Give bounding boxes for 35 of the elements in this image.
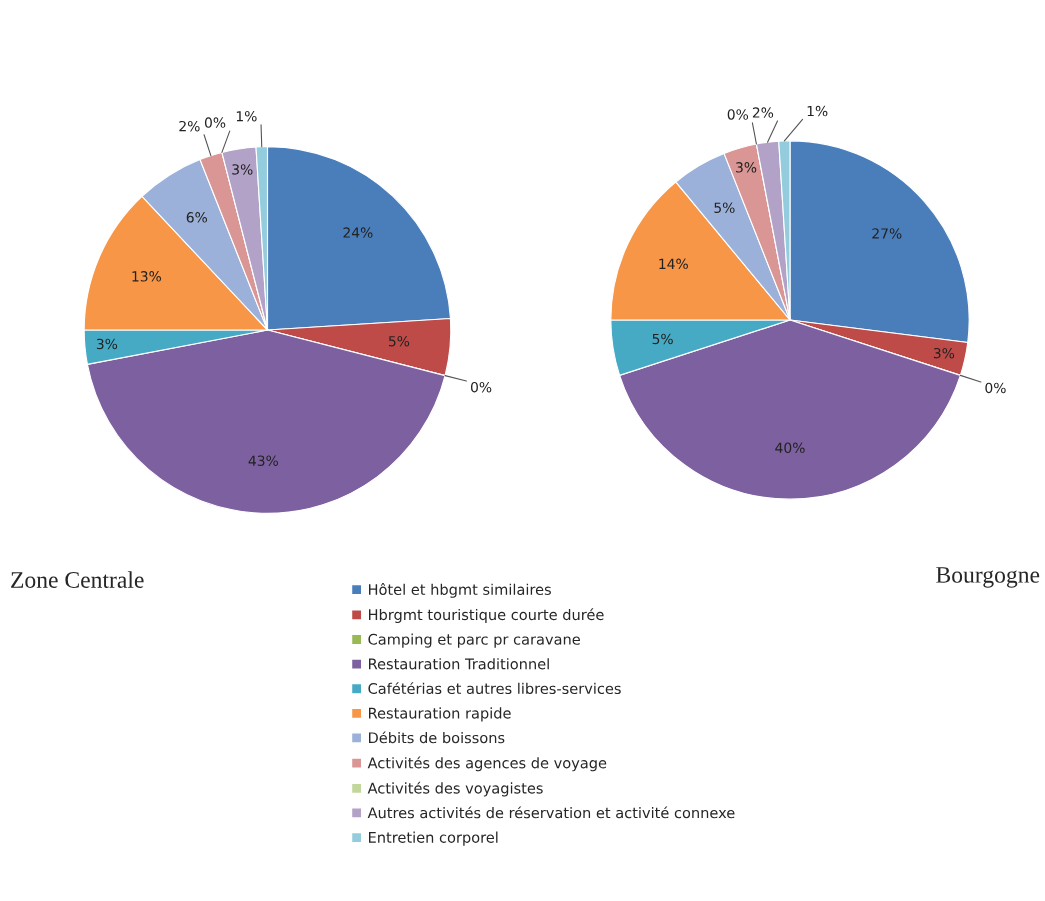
data-label: 2% xyxy=(752,107,774,118)
text: Bourgogne xyxy=(936,567,1040,588)
legend-label: Cafétérias et autres libres-services xyxy=(368,682,621,695)
text: 0% xyxy=(985,382,1006,394)
text: 0% xyxy=(727,109,749,120)
data-label: 3% xyxy=(736,162,757,173)
data-label: 24% xyxy=(343,227,373,238)
legend-label: Hôtel et hbgmt similaires xyxy=(369,583,551,598)
text: 0% xyxy=(204,117,226,128)
data-label: 5% xyxy=(714,202,735,213)
legend-label: Débits de boissons xyxy=(369,731,505,744)
data-label: 1% xyxy=(807,105,828,117)
data-label: 3% xyxy=(232,164,253,175)
text: Zone Centrale xyxy=(11,571,144,588)
data-label: 27% xyxy=(872,228,902,239)
legend-label: Hbrgmt touristique courte durée xyxy=(369,608,604,624)
data-label: 3% xyxy=(933,347,955,359)
text: 0% xyxy=(470,381,492,393)
data-label: 14% xyxy=(659,258,688,270)
data-label: 43% xyxy=(248,455,279,466)
data-label: 5% xyxy=(388,335,410,347)
data-label: 6% xyxy=(186,212,208,223)
legend-label: Entretien corporel xyxy=(369,831,498,846)
data-label: 5% xyxy=(652,333,673,345)
legend-label: Autres activités de réservation et activité connexe xyxy=(367,806,735,819)
legend-label: Activités des voyagistes xyxy=(367,781,543,797)
data-label: 13% xyxy=(132,271,162,282)
data-label: 3% xyxy=(96,338,118,350)
legend-label: Restauration Traditionnel xyxy=(369,658,549,670)
legend-label: Camping et parc pr caravane xyxy=(368,633,580,648)
data-label: 1% xyxy=(236,110,257,122)
legend-label: Restauration rapide xyxy=(369,707,511,722)
data-label: 40% xyxy=(775,442,805,454)
data-label: 2% xyxy=(179,120,200,132)
legend-label: Activités des agences de voyage xyxy=(367,756,607,772)
